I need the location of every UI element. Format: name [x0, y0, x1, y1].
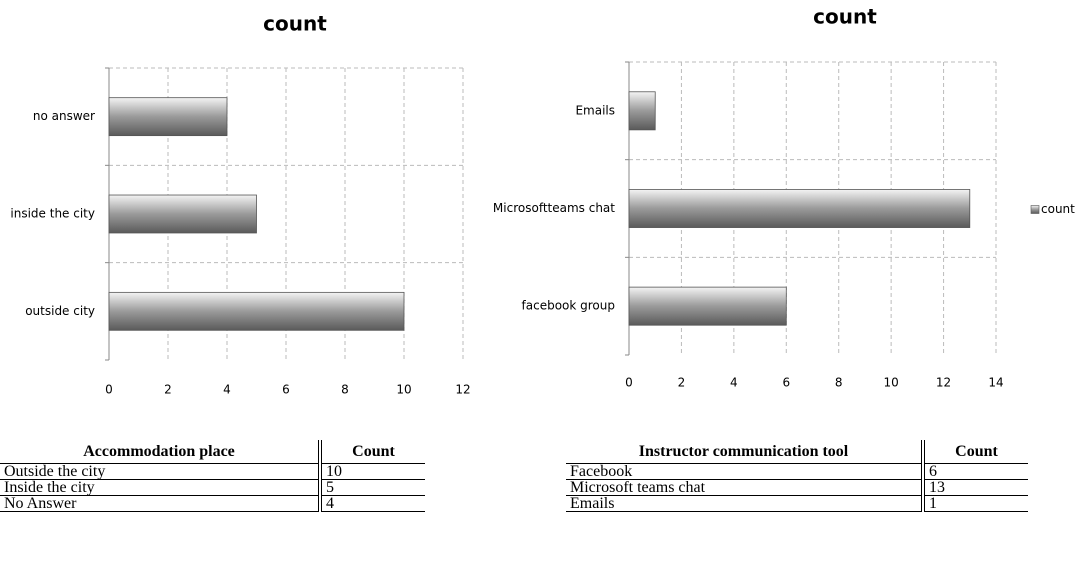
x-tick-label: 4 — [223, 383, 231, 397]
table: Accommodation place Count Outside the city… — [0, 440, 425, 512]
x-tick-label: 12 — [936, 376, 951, 390]
table-row: Emails 1 — [566, 495, 1028, 512]
bar — [108, 97, 228, 137]
table-cell: Count — [921, 440, 1028, 464]
x-tick-label: 8 — [341, 383, 349, 397]
table-row: Outside the city 10 — [0, 463, 425, 480]
table-row: Inside the city 5 — [0, 479, 425, 496]
table-row: Accommodation place Count — [0, 440, 425, 464]
y-tick-label: no answer — [33, 109, 95, 123]
table-cell: Emails — [566, 495, 923, 512]
table-cell: 5 — [318, 479, 425, 496]
legend-swatch — [1030, 205, 1040, 214]
table-cell: 1 — [921, 495, 1028, 512]
table-cell: 4 — [318, 495, 425, 512]
bar — [108, 291, 405, 331]
table-cell: 6 — [921, 463, 1028, 480]
y-tick-label: Emails — [575, 103, 615, 117]
chart-title: count — [263, 12, 327, 36]
x-tick-label: 2 — [164, 383, 172, 397]
bar — [628, 286, 787, 326]
y-tick-label: facebook group — [522, 299, 615, 313]
x-tick-label: 10 — [396, 383, 411, 397]
table-cell: 13 — [921, 479, 1028, 496]
table-cell: Microsoft teams chat — [566, 479, 923, 496]
x-tick-label: 6 — [782, 376, 790, 390]
table-row: Facebook 6 — [566, 463, 1028, 480]
chart-title: count — [813, 5, 877, 29]
x-tick-label: 14 — [988, 376, 1003, 390]
y-tick-label: outside city — [25, 304, 95, 318]
table-cell: Outside the city — [0, 463, 320, 480]
x-tick-label: 0 — [625, 376, 633, 390]
table-cell: 10 — [318, 463, 425, 480]
y-tick-label: Microsoftteams chat — [493, 201, 615, 215]
table-cell: Inside the city — [0, 479, 320, 496]
table-row: No Answer 4 — [0, 495, 425, 512]
x-tick-label: 4 — [730, 376, 738, 390]
table-cell: Count — [318, 440, 425, 464]
x-tick-label: 6 — [282, 383, 290, 397]
legend-label: count — [1041, 202, 1075, 216]
x-tick-label: 8 — [835, 376, 843, 390]
table-cell: No Answer — [0, 495, 320, 512]
table-row: Microsoft teams chat 13 — [566, 479, 1028, 496]
table-cell: Facebook — [566, 463, 923, 480]
bar — [628, 189, 971, 228]
table: Instructor communication tool Count Facebo… — [566, 440, 1028, 512]
bar — [108, 194, 257, 234]
x-tick-label: 10 — [884, 376, 899, 390]
bar — [628, 91, 656, 131]
table-cell: Instructor communication tool — [566, 440, 923, 464]
y-tick-label: inside the city — [10, 207, 95, 221]
x-tick-label: 12 — [455, 383, 470, 397]
charts: count 0 2 4 6 8 10 12 outside city inside the cit… — [10, 5, 1075, 397]
x-tick-label: 0 — [105, 383, 113, 397]
table-cell: Accommodation place — [0, 440, 320, 464]
table-row: Instructor communication tool Count — [566, 440, 1028, 464]
x-tick-label: 2 — [678, 376, 686, 390]
